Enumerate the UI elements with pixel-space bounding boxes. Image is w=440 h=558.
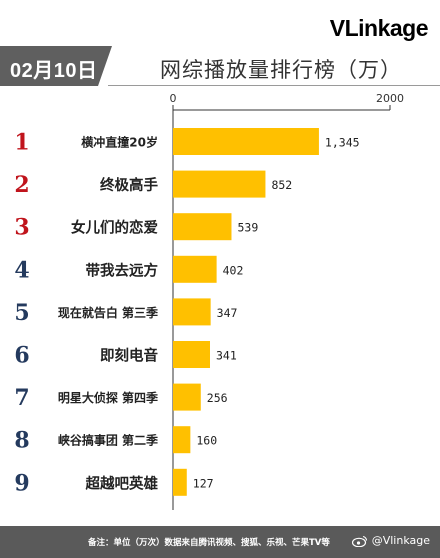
- rank-number: 3: [14, 215, 29, 241]
- bar: [173, 255, 217, 283]
- value-label: 402: [223, 263, 244, 277]
- bar: [173, 468, 187, 496]
- value-label: 127: [193, 476, 214, 490]
- footer-bar: 备注：单位（万次）数据来自腾讯视频、搜狐、乐视、芒果TV等 @Vlinkage: [0, 526, 440, 558]
- value-label: 539: [237, 221, 258, 235]
- bar-chart: 0 2000 1 横冲直撞20岁 1,345 2 终极高手 852 3 女儿们的恋爱 539 4 带我去…: [14, 92, 404, 510]
- vlinkage-logo: VLinkage: [329, 12, 429, 44]
- rank-number: 1: [14, 130, 29, 156]
- value-label: 256: [207, 391, 228, 405]
- bar: [173, 426, 191, 454]
- bar: [173, 341, 210, 368]
- rank-number: 7: [14, 385, 29, 411]
- bar: [173, 213, 232, 241]
- category-label: 带我去远方: [86, 261, 159, 279]
- weibo-icon: [351, 535, 367, 547]
- value-label: 160: [196, 434, 217, 448]
- value-label: 1,345: [325, 136, 360, 150]
- category-label: 女儿们的恋爱: [71, 219, 158, 237]
- weibo-handle-text: @Vlinkage: [371, 534, 430, 547]
- value-label: 852: [271, 178, 292, 192]
- chart-title: 网综播放量排行榜（万）: [160, 58, 402, 82]
- value-label: 347: [217, 306, 238, 320]
- header-divider: [108, 85, 440, 86]
- footer-note: 备注：单位（万次）数据来自腾讯视频、搜狐、乐视、芒果TV等: [88, 538, 330, 548]
- date-badge-shape: [0, 46, 112, 86]
- rank-number: 8: [14, 428, 29, 454]
- rank-number: 9: [14, 470, 29, 496]
- rank-number: 4: [14, 257, 29, 283]
- date-label: 02月10日: [10, 60, 98, 82]
- bar: [173, 170, 266, 198]
- bar: [173, 128, 319, 155]
- date-badge: 02月10日: [0, 46, 112, 86]
- bar: [173, 383, 201, 411]
- bar: [173, 298, 211, 326]
- rank-number: 6: [14, 343, 29, 369]
- value-label: 341: [216, 349, 237, 363]
- rank-number: 2: [14, 172, 29, 198]
- x-tick-label: 0: [170, 92, 177, 105]
- category-label: 现在就告白 第三季: [58, 305, 159, 320]
- category-label: 明星大侦探 第四季: [58, 390, 159, 405]
- category-label: 即刻电音: [100, 347, 158, 365]
- weibo-handle[interactable]: @Vlinkage: [351, 534, 430, 547]
- category-label: 峡谷搞事团 第二季: [58, 433, 159, 448]
- rank-number: 5: [14, 300, 29, 326]
- category-label: 横冲直撞20岁: [81, 135, 158, 150]
- logo-text: VLinkage: [329, 14, 429, 41]
- x-tick-label: 2000: [376, 92, 404, 105]
- category-label: 超越吧英雄: [85, 474, 159, 492]
- category-label: 终极高手: [100, 176, 158, 194]
